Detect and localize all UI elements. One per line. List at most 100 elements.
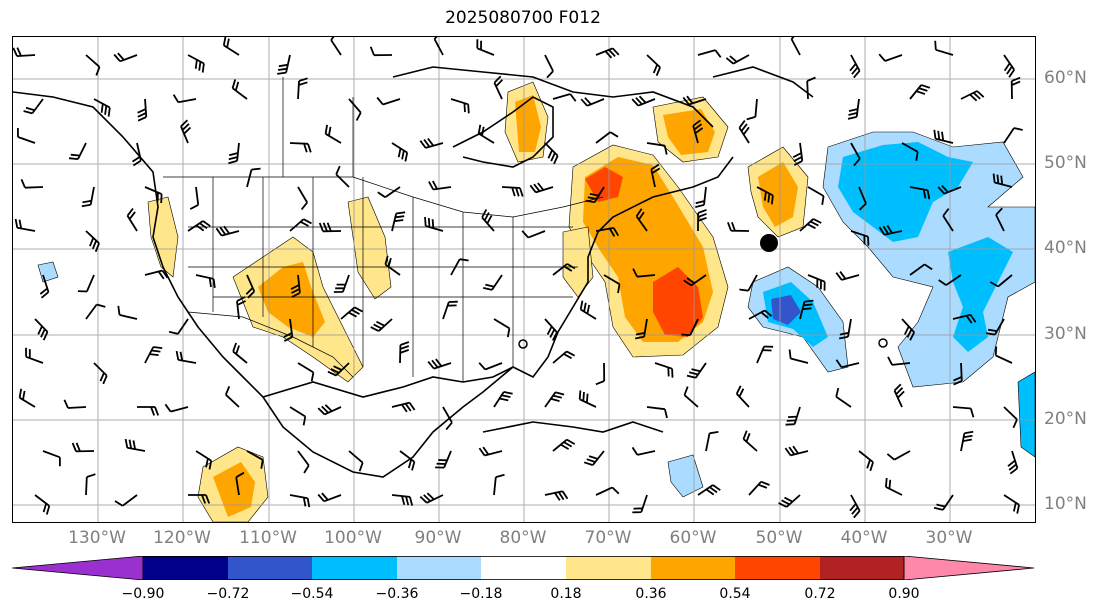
wind-barb <box>424 216 444 232</box>
wind-barb <box>595 227 620 237</box>
wind-barb <box>450 258 469 276</box>
wind-barb <box>132 142 142 167</box>
wind-barb <box>995 207 1005 232</box>
colorbar-segment <box>566 556 651 580</box>
wind-barb <box>476 39 495 56</box>
wind-barb <box>340 306 363 320</box>
wind-barb <box>790 37 801 56</box>
colorbar-segment <box>735 556 820 580</box>
wind-barbs <box>13 37 1023 519</box>
wind-barb <box>725 54 750 65</box>
wind-barb <box>427 358 452 370</box>
wind-barb <box>654 362 674 378</box>
wind-barb <box>370 318 393 332</box>
colorbar-tick-label: −0.54 <box>290 586 334 602</box>
wind-barb <box>501 186 524 197</box>
colorbar-arrow-low <box>12 556 144 580</box>
small-station-marker <box>878 338 888 348</box>
wind-barb <box>682 95 707 106</box>
wind-barb <box>63 399 87 409</box>
map-canvas <box>13 37 1035 522</box>
coastline-hudson-bay <box>452 96 554 168</box>
wind-barb <box>245 274 256 299</box>
border-us-canada <box>163 176 604 218</box>
wind-barb <box>909 263 933 276</box>
wind-barb <box>635 318 648 340</box>
wind-barb <box>650 163 661 188</box>
wind-barb <box>788 349 809 364</box>
anomaly-fill-labrador-orange <box>663 109 715 155</box>
wind-barb <box>187 54 205 73</box>
wind-barb <box>635 208 648 232</box>
wind-barb <box>391 211 406 232</box>
colorbar-tick-label: 0.54 <box>719 586 751 602</box>
colorbar-tick-label: 0.18 <box>550 586 582 602</box>
wind-barb <box>748 480 770 496</box>
wind-barb <box>756 186 774 205</box>
wind-barb <box>39 274 50 299</box>
wind-barb <box>93 98 111 117</box>
wind-barb <box>168 318 189 335</box>
wind-barb <box>1010 76 1021 100</box>
colorbar-outline <box>142 556 905 580</box>
wind-barb <box>835 387 852 408</box>
wind-barb <box>937 184 962 195</box>
wind-barb <box>477 124 495 144</box>
wind-barb <box>164 403 189 413</box>
wind-barb <box>835 271 860 281</box>
state-borders <box>188 77 578 382</box>
wind-barb <box>348 98 362 121</box>
wind-barb <box>692 119 704 144</box>
colorbar-tick-label: 0.36 <box>635 586 667 602</box>
wind-barb <box>137 98 148 122</box>
wind-barb <box>71 442 95 453</box>
wind-barb <box>580 97 605 107</box>
wind-barb <box>335 165 350 188</box>
colorbar-segments <box>12 556 1035 580</box>
lat-label-60n: 60°N <box>1044 68 1087 88</box>
wind-barb <box>893 383 905 408</box>
wind-barb <box>478 362 503 371</box>
wind-barb <box>376 96 401 106</box>
wind-barb <box>399 450 416 471</box>
wind-barb <box>778 494 801 508</box>
coastlines <box>13 66 814 478</box>
wind-barb <box>989 274 1013 288</box>
wind-barb <box>77 274 95 293</box>
colorbar-segment <box>651 556 735 580</box>
wind-barb <box>20 179 44 189</box>
colorbar-segment <box>481 556 566 580</box>
wind-barb <box>419 492 444 504</box>
colorbar-tick-label: 0.90 <box>888 586 920 602</box>
map-panel <box>12 36 1036 523</box>
wind-barb <box>850 142 861 167</box>
wind-barb <box>25 347 44 364</box>
wind-barb <box>235 471 245 496</box>
wind-barb <box>887 356 911 366</box>
wind-barb <box>450 98 470 114</box>
coastline-west-north-america <box>13 91 734 478</box>
wind-barb <box>933 129 954 144</box>
wind-barb <box>909 84 931 100</box>
wind-barb <box>222 37 240 56</box>
wind-barb <box>646 54 661 77</box>
wind-barb <box>878 53 903 62</box>
wind-barb <box>529 182 554 194</box>
wind-barb <box>544 54 554 79</box>
wind-barb <box>544 318 558 341</box>
lat-label-30n: 30°N <box>1044 324 1087 344</box>
wind-barb <box>126 207 138 232</box>
wind-barb <box>1003 494 1020 514</box>
wind-barb <box>646 406 668 419</box>
anomaly-fill-newengland-red <box>585 167 623 202</box>
wind-barb <box>42 450 61 467</box>
wind-barb <box>85 54 101 76</box>
wind-barb <box>85 473 96 496</box>
wind-barb <box>246 167 261 188</box>
wind-barb <box>195 274 216 289</box>
colorbar-segment <box>228 556 312 580</box>
anomaly-fill-hudson-orange <box>515 95 541 152</box>
lon-label-40w: 40°W <box>840 528 888 548</box>
anomaly-fill-eastpac <box>667 454 704 498</box>
wind-barb <box>839 318 852 340</box>
